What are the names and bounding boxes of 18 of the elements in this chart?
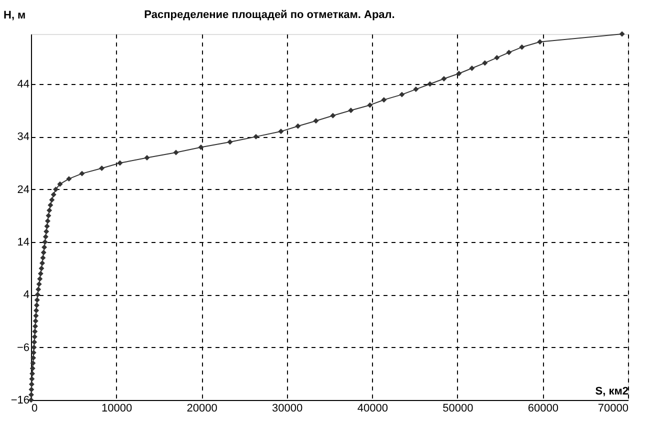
x-tick-label: 50000 bbox=[442, 402, 474, 414]
x-tick-label: 30000 bbox=[272, 402, 303, 414]
x-tick-label: 60000 bbox=[528, 402, 559, 414]
chart-title: Распределение площадей по отметкам. Арал. bbox=[144, 9, 395, 21]
x-tick-label: 40000 bbox=[357, 402, 388, 414]
y-tick-label: 4 bbox=[23, 289, 30, 302]
x-axis-title: S, км2 bbox=[595, 386, 628, 398]
y-tick-label: 34 bbox=[17, 131, 30, 144]
y-tick-label: 24 bbox=[17, 184, 30, 196]
y-tick-label: −6 bbox=[16, 342, 30, 354]
y-tick-label: −16 bbox=[10, 394, 30, 406]
y-tick-label: 44 bbox=[17, 78, 30, 91]
x-tick-label: 70000 bbox=[598, 402, 628, 414]
y-tick-label: 14 bbox=[17, 236, 30, 249]
x-tick-label: 0 bbox=[32, 402, 38, 414]
x-tick-label: 20000 bbox=[186, 402, 218, 414]
x-tick-label: 10000 bbox=[101, 402, 132, 414]
y-axis-title: H, м bbox=[4, 10, 26, 22]
